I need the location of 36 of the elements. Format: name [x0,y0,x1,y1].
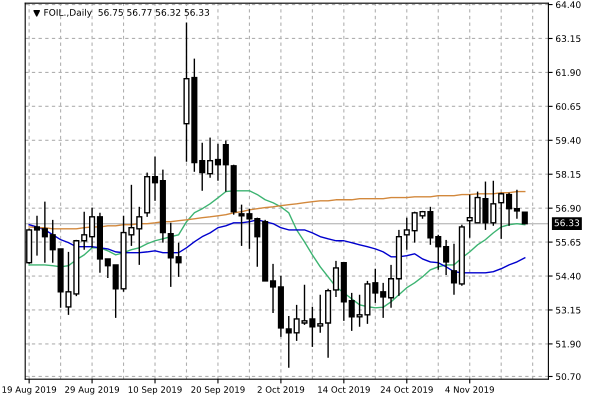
y-tick-label: 54.40 [556,272,581,280]
y-tick-label: 55.65 [556,238,580,246]
candlestick [301,284,308,326]
x-tick-label: 2 Oct 2019 [258,386,304,393]
x-tick-label: 14 Oct 2019 [318,386,370,393]
x-tick-label: 4 Nov 2019 [445,386,494,393]
x-tick-label: 19 Aug 2019 [2,386,56,394]
candlestick [34,215,40,256]
candlestick [388,264,394,308]
candlestick [214,143,222,182]
candlestick [152,156,158,202]
y-tick-label: 63.15 [556,35,580,42]
y-tick-label: 59.40 [556,137,581,144]
ref-line-label: 56.33 [554,219,580,226]
candlestick [270,263,276,314]
text: FOIL.,Daily 56.75 56.77 56.32 56.33 [44,8,210,18]
x-tick-label: 20 Sep 2019 [191,386,245,394]
y-tick-label: 53.15 [556,306,580,314]
x-tick-label: 24 Oct 2019 [380,386,433,393]
candlestick [450,243,458,296]
line-series [28,190,526,308]
candlestick [65,251,72,316]
y-tick-label: 58.15 [556,170,580,178]
candlestick [506,192,512,227]
x-tick-label: 10 Sep 2019 [128,386,182,394]
candlestick [238,204,245,247]
y-tick-label: 50.70 [556,373,581,380]
y-tick-label: 51.90 [556,340,581,348]
y-tick-label: 61.90 [556,69,581,76]
y-tick-label: 56.90 [556,204,581,212]
y-tick-label: 64.40 [556,1,581,8]
y-tick-label: 60.65 [556,103,580,110]
candlestick [514,189,520,220]
candlestick [332,260,340,298]
candlestick [522,212,528,224]
x-tick-label: 29 Aug 2019 [65,386,120,394]
